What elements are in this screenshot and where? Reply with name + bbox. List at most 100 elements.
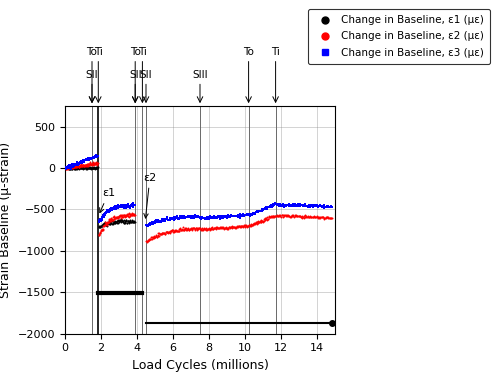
Point	[327, 215, 335, 221]
Y-axis label: Strain Baseline (µ-strain): Strain Baseline (µ-strain)	[0, 142, 12, 298]
Point	[123, 204, 131, 210]
Point	[262, 215, 270, 221]
Point	[107, 205, 115, 211]
Point	[204, 225, 212, 231]
Point	[205, 226, 213, 232]
Point	[128, 217, 136, 223]
Point	[178, 227, 186, 233]
Point	[72, 163, 80, 169]
Point	[114, 205, 122, 211]
Point	[246, 222, 254, 228]
Point	[248, 222, 256, 228]
Point	[188, 215, 196, 221]
Point	[268, 204, 276, 210]
Point	[122, 205, 130, 211]
Point	[84, 165, 92, 171]
Point	[67, 165, 75, 171]
Point	[194, 214, 202, 220]
Point	[196, 215, 204, 221]
Point	[90, 155, 98, 161]
Point	[97, 227, 105, 233]
Point	[73, 165, 81, 171]
Point	[116, 215, 124, 221]
Point	[237, 223, 245, 229]
Point	[79, 158, 87, 164]
Point	[84, 165, 92, 171]
Point	[103, 219, 111, 226]
Point	[110, 215, 118, 221]
Point	[148, 234, 156, 240]
Point	[284, 213, 292, 219]
Point	[312, 203, 320, 209]
Point	[98, 222, 106, 229]
Point	[73, 164, 81, 170]
Point	[80, 163, 88, 169]
Point	[236, 215, 244, 221]
Point	[230, 224, 237, 230]
Point	[267, 213, 275, 219]
Point	[124, 218, 132, 224]
Point	[70, 166, 78, 172]
Point	[266, 214, 274, 220]
Point	[249, 211, 257, 217]
Point	[100, 219, 108, 226]
Point	[70, 164, 78, 170]
Point	[317, 203, 325, 209]
Point	[128, 211, 136, 218]
Point	[180, 213, 188, 219]
Point	[245, 212, 253, 218]
Point	[322, 213, 330, 219]
Point	[165, 216, 173, 222]
Point	[84, 161, 92, 167]
Point	[162, 229, 170, 235]
Point	[66, 166, 74, 172]
Point	[84, 157, 92, 163]
Point	[239, 223, 247, 229]
Point	[116, 212, 124, 218]
Point	[305, 213, 313, 219]
Point	[316, 202, 324, 208]
Point	[108, 206, 116, 212]
Point	[269, 214, 277, 220]
Point	[108, 221, 116, 227]
Point	[290, 203, 298, 209]
Point	[101, 219, 109, 225]
Point	[292, 213, 300, 219]
Point	[86, 165, 94, 171]
Point	[220, 224, 228, 230]
Point	[309, 204, 317, 210]
Point	[126, 218, 134, 224]
Point	[66, 165, 74, 171]
Point	[202, 215, 210, 221]
Point	[89, 162, 97, 168]
Point	[82, 165, 90, 171]
Point	[64, 164, 72, 171]
Point	[186, 226, 194, 232]
Point	[102, 222, 110, 228]
Point	[88, 155, 96, 161]
Point	[70, 164, 78, 170]
Point	[212, 226, 220, 232]
Point	[216, 225, 224, 231]
Point	[102, 222, 110, 228]
Point	[204, 216, 212, 222]
Point	[64, 165, 72, 171]
Point	[276, 212, 284, 218]
Point	[96, 232, 104, 238]
Point	[69, 163, 77, 169]
Point	[274, 213, 282, 219]
Point	[125, 204, 133, 210]
Point	[320, 205, 328, 211]
Point	[126, 203, 134, 209]
Point	[72, 161, 80, 167]
Point	[72, 164, 80, 170]
Point	[191, 227, 199, 233]
Point	[304, 204, 312, 210]
Point	[143, 223, 151, 229]
Point	[98, 215, 106, 221]
Point	[106, 206, 114, 212]
Point	[262, 204, 270, 210]
Point	[89, 165, 97, 171]
Point	[294, 213, 302, 219]
Point	[124, 201, 132, 207]
